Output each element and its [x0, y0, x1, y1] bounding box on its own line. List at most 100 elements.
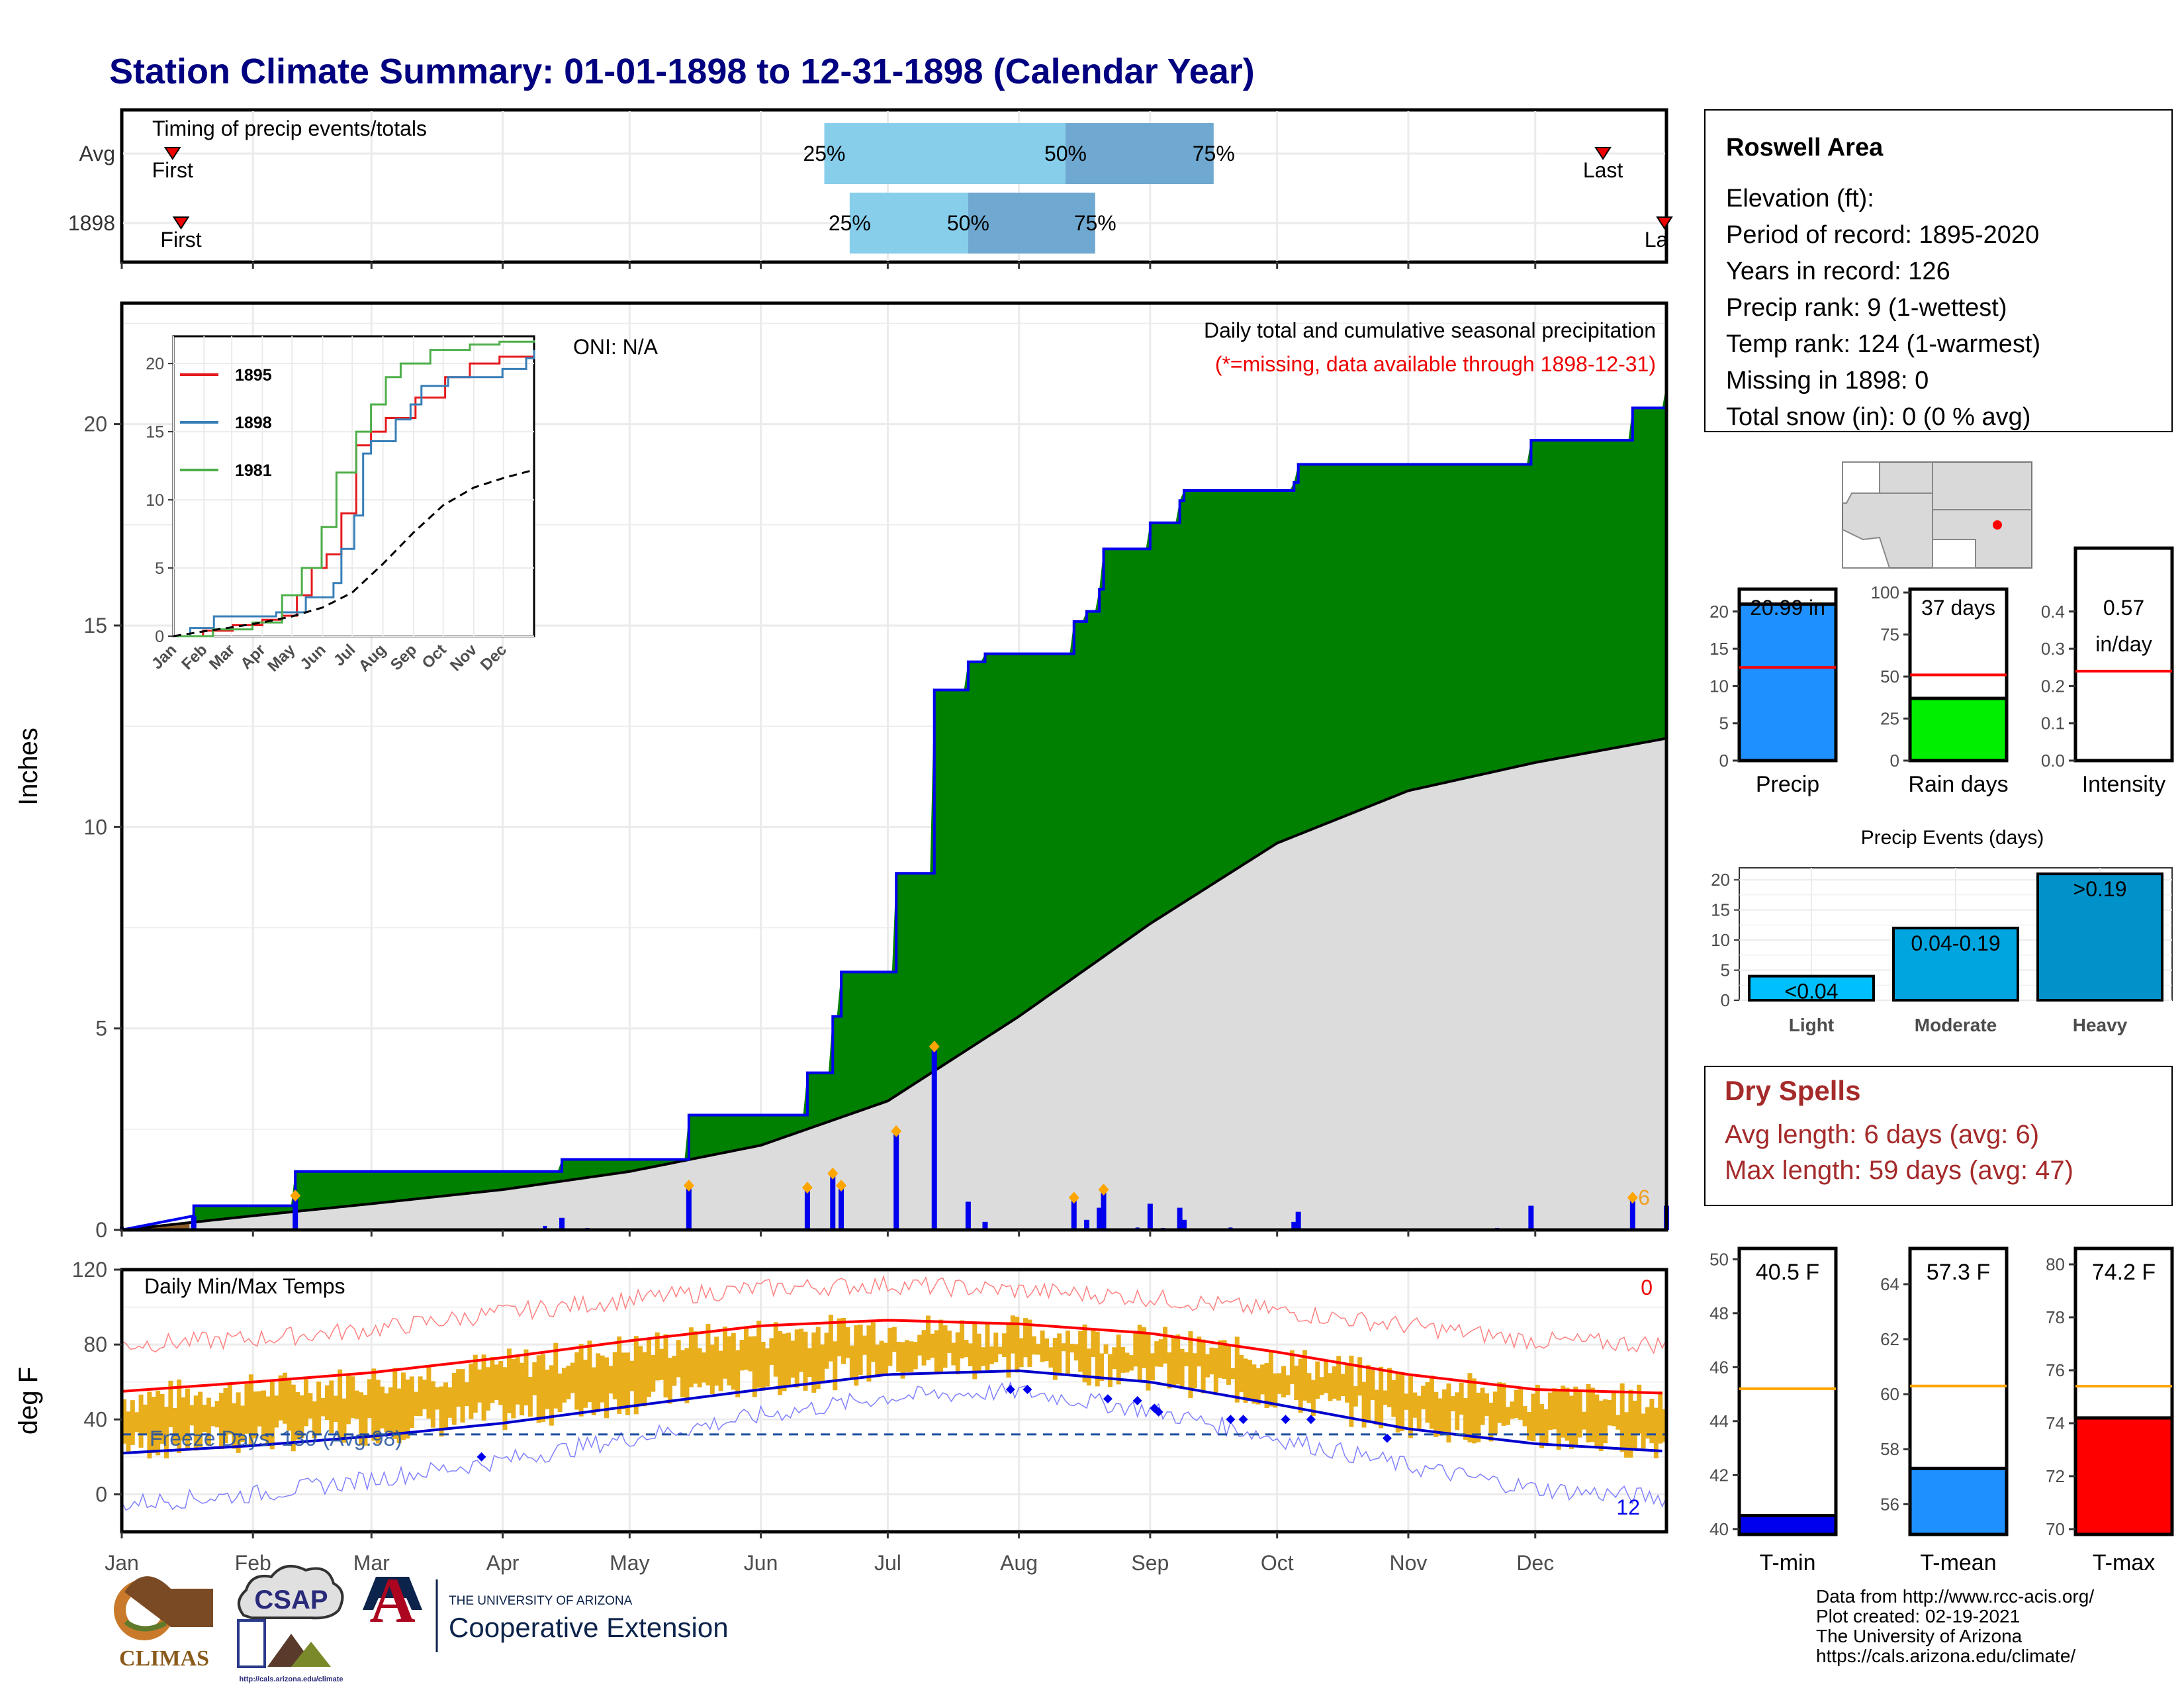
daily-temp-range-bar	[1446, 1383, 1451, 1443]
daily-temp-range-bar	[849, 1345, 854, 1378]
daily-temp-range-bar	[904, 1340, 909, 1373]
mini-bar-value	[1908, 696, 2009, 763]
daily-temp-range-bar	[181, 1397, 186, 1441]
daily-temp-range-bar	[1492, 1391, 1498, 1434]
daily-temp-range-bar	[646, 1338, 651, 1397]
daily-precip-bar	[559, 1217, 565, 1230]
daily-temp-range-bar	[1065, 1331, 1070, 1376]
daily-temp-range-bar	[223, 1387, 228, 1444]
daily-temp-range-bar	[1425, 1382, 1430, 1423]
daily-temp-range-bar	[274, 1395, 279, 1428]
daily-temp-range-bar	[596, 1353, 601, 1412]
daily-temp-range-bar	[1547, 1392, 1553, 1430]
station-info-box: Roswell Area Elevation (ft): Period of re…	[1704, 109, 2173, 432]
daily-temp-range-bar	[1201, 1339, 1206, 1393]
daily-temp-range-bar	[147, 1391, 152, 1459]
daily-temp-range-bar	[1603, 1399, 1608, 1444]
daily-temp-range-bar	[142, 1404, 148, 1435]
record-low-marker	[1103, 1394, 1113, 1404]
inset-ytick-label: 15	[146, 423, 164, 442]
daily-temp-range-bar	[1543, 1409, 1549, 1444]
temp-mini-ytick-label: 80	[2046, 1254, 2065, 1274]
timing-bar-50-75	[1065, 123, 1214, 184]
daily-temp-range-bar	[739, 1340, 745, 1371]
daily-temp-range-bar	[380, 1386, 385, 1429]
heavy-precip-marker	[801, 1182, 813, 1194]
daily-temp-range-bar	[968, 1343, 973, 1366]
daily-temp-range-bar	[1535, 1384, 1540, 1434]
daily-temp-range-bar	[1471, 1378, 1477, 1444]
daily-temp-range-bar	[1234, 1336, 1240, 1403]
daily-temp-range-bar	[1619, 1383, 1625, 1452]
temp-mini-ytick-label: 48	[1709, 1303, 1729, 1323]
daily-temp-range-bar	[884, 1342, 889, 1376]
daily-temp-range-bar	[773, 1322, 778, 1377]
mini-bar-value-text: 0.57	[2103, 596, 2144, 620]
university-of-arizona-logo: A THE UNIVERSITY OF ARIZONA Cooperative …	[363, 1565, 729, 1652]
mini-bar-value-unit: in/day	[2095, 632, 2152, 656]
daily-temp-range-bar	[702, 1352, 707, 1383]
daily-temp-range-bar	[1315, 1361, 1320, 1399]
daily-temp-range-bar	[363, 1395, 368, 1446]
precip-corner-count: 6	[1638, 1186, 1650, 1209]
heavy-precip-marker	[929, 1041, 940, 1053]
daily-temp-range-bar	[278, 1375, 283, 1421]
inset-ytick-label: 20	[146, 355, 164, 373]
daily-temp-range-bar	[1023, 1318, 1028, 1358]
daily-temp-range-bar	[1163, 1327, 1168, 1364]
daily-temp-range-bar	[1057, 1333, 1062, 1376]
daily-temp-range-bar	[925, 1315, 931, 1360]
heavy-precip-marker	[1627, 1192, 1638, 1204]
ua-a-glyph: A	[369, 1565, 415, 1636]
temp-ylabel: deg F	[14, 1367, 43, 1434]
daily-temp-range-bar	[862, 1335, 868, 1355]
daily-temp-range-bar	[244, 1383, 250, 1434]
csap-logo-text: CSAP	[254, 1585, 328, 1615]
daily-temp-range-bar	[989, 1346, 994, 1364]
daily-temp-range-bar	[1239, 1354, 1244, 1393]
daily-temp-range-bar	[210, 1406, 216, 1427]
daily-temp-range-bar	[629, 1360, 635, 1391]
daily-temp-range-bar	[240, 1405, 246, 1442]
csap-logo: CSAP http://cals.arizona.edu/climate	[237, 1564, 344, 1683]
daily-temp-range-bar	[1408, 1376, 1413, 1438]
daily-temp-range-bar	[1637, 1384, 1642, 1434]
precip-event-bar	[1892, 926, 2019, 1002]
precip-ytick-label: 10	[83, 815, 107, 839]
station-name: Roswell Area	[1726, 134, 1884, 162]
daily-temp-range-bar	[930, 1333, 935, 1358]
record-low-marker	[1005, 1385, 1015, 1395]
daily-temp-range-bar	[955, 1332, 960, 1375]
daily-temp-range-bar	[1167, 1352, 1172, 1389]
footer-line: https://cals.arizona.edu/climate/	[1816, 1646, 2075, 1666]
daily-temp-range-bar	[193, 1395, 199, 1451]
daily-temp-range-bar	[1476, 1392, 1481, 1442]
daily-temp-range-bar	[350, 1376, 355, 1419]
daily-temp-range-bar	[824, 1333, 829, 1369]
daily-temp-range-bar	[764, 1348, 770, 1387]
daily-temp-range-bar	[490, 1356, 495, 1403]
daily-temp-range-bar	[946, 1331, 952, 1353]
temp-mini-value-text: 57.3 F	[1927, 1260, 1990, 1285]
daily-temp-range-bar	[1590, 1387, 1595, 1442]
daily-temp-range-bar	[401, 1372, 406, 1440]
daily-temp-range-bar	[1412, 1392, 1418, 1418]
daily-temp-range-bar	[811, 1332, 817, 1393]
daily-temp-range-bar	[1501, 1383, 1506, 1426]
daily-temp-range-bar	[621, 1352, 626, 1409]
mini-bar-ytick-label: 50	[1880, 667, 1899, 686]
mini-bar-ytick-label: 10	[1709, 676, 1729, 696]
mini-bar-label: Precip	[1756, 772, 1819, 797]
station-info-line: Total snow (in): 0 (0 % avg)	[1726, 403, 2030, 431]
daily-temp-range-bar	[202, 1405, 207, 1432]
daily-temp-range-bar	[837, 1318, 842, 1356]
daily-temp-range-bar	[1260, 1364, 1265, 1395]
daily-temp-range-bar	[625, 1352, 630, 1415]
daily-temp-range-bar	[1459, 1382, 1464, 1415]
daily-temp-range-bar	[557, 1373, 563, 1413]
daily-temp-range-bar	[359, 1392, 364, 1446]
daily-temp-range-bar	[1146, 1333, 1151, 1391]
daily-temp-range-bar	[498, 1361, 504, 1405]
daily-temp-range-bar	[1044, 1338, 1049, 1362]
daily-temp-range-bar	[333, 1395, 338, 1423]
